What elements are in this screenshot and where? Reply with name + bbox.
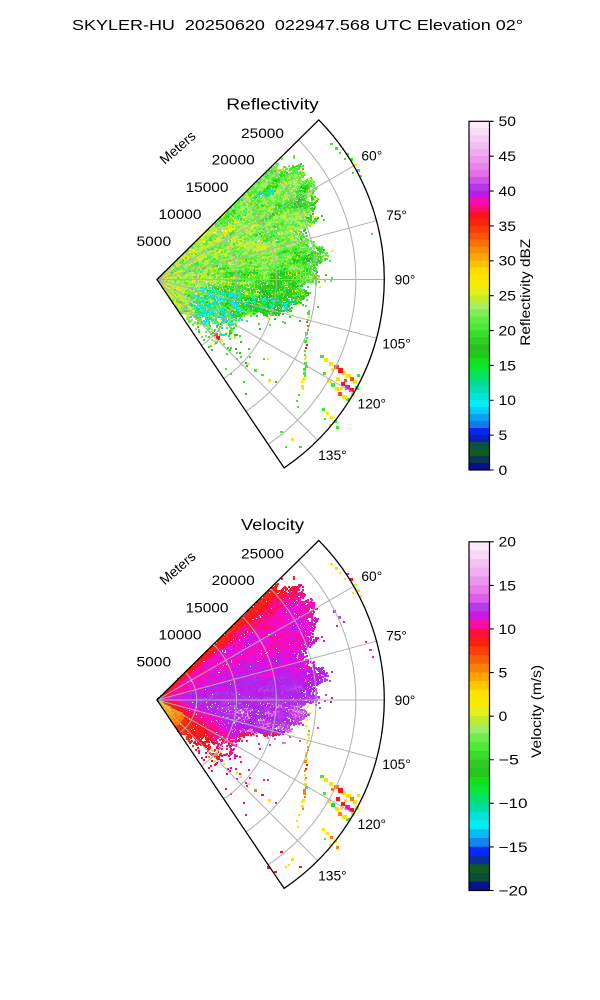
svg-text:−5: −5 [499, 753, 520, 768]
svg-text:−15: −15 [499, 840, 529, 855]
svg-text:15: 15 [499, 358, 517, 373]
svg-text:10: 10 [499, 622, 517, 637]
svg-text:25000: 25000 [241, 126, 284, 141]
svg-text:40: 40 [499, 184, 517, 199]
svg-text:15: 15 [499, 578, 517, 593]
svg-text:60°: 60° [361, 569, 382, 584]
svg-text:5: 5 [499, 428, 508, 443]
svg-text:0: 0 [499, 463, 508, 478]
svg-text:120°: 120° [358, 396, 387, 411]
svg-text:Reflectivity dBZ: Reflectivity dBZ [518, 239, 533, 346]
svg-text:−10: −10 [499, 796, 529, 811]
svg-text:5000: 5000 [137, 654, 172, 669]
svg-text:75°: 75° [386, 208, 407, 223]
svg-text:75°: 75° [386, 629, 407, 644]
svg-text:45: 45 [499, 149, 517, 164]
svg-text:Reflectivity: Reflectivity [226, 96, 319, 113]
svg-text:Velocity: Velocity [241, 517, 304, 534]
svg-text:35: 35 [499, 219, 517, 234]
svg-text:Velocity (m/s): Velocity (m/s) [529, 665, 544, 758]
svg-text:135°: 135° [318, 868, 347, 883]
svg-text:50: 50 [499, 114, 517, 129]
svg-text:90°: 90° [395, 693, 416, 708]
svg-text:135°: 135° [318, 448, 347, 463]
svg-text:20: 20 [499, 535, 517, 550]
svg-text:30: 30 [499, 254, 517, 269]
svg-text:SKYLER-HU 20250620 022947.56: SKYLER-HU 20250620 022947.568 UTC Elevat… [72, 17, 523, 34]
svg-text:120°: 120° [358, 817, 387, 832]
svg-text:10: 10 [499, 393, 517, 408]
svg-text:25000: 25000 [241, 547, 284, 562]
svg-text:15000: 15000 [186, 180, 229, 195]
svg-text:−20: −20 [499, 883, 529, 898]
svg-text:5: 5 [499, 665, 508, 680]
svg-text:60°: 60° [361, 148, 382, 163]
svg-text:20000: 20000 [212, 152, 255, 167]
svg-text:15000: 15000 [186, 600, 229, 615]
svg-text:90°: 90° [395, 272, 416, 287]
svg-text:10000: 10000 [159, 207, 202, 222]
svg-text:25: 25 [499, 289, 517, 304]
svg-text:105°: 105° [382, 337, 411, 352]
svg-text:105°: 105° [382, 757, 411, 772]
svg-text:20: 20 [499, 323, 517, 338]
svg-text:5000: 5000 [137, 234, 172, 249]
svg-text:0: 0 [499, 709, 508, 724]
svg-text:10000: 10000 [159, 627, 202, 642]
svg-text:20000: 20000 [212, 573, 255, 588]
